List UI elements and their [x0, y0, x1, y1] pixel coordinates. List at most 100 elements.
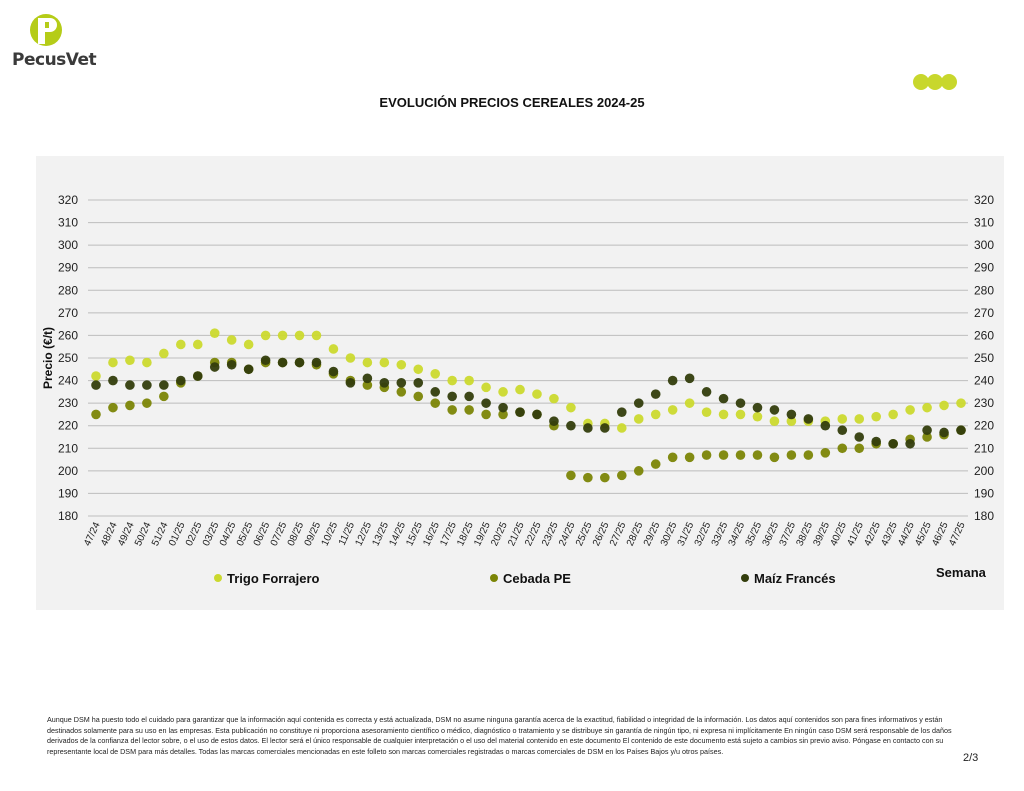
- legend-marker-trigo: [214, 574, 222, 582]
- data-point-cebada: [430, 398, 441, 408]
- data-point-trigo: [447, 375, 457, 386]
- data-point-maiz: [108, 375, 118, 386]
- data-point-maiz: [498, 402, 508, 413]
- data-point-trigo: [379, 357, 390, 368]
- data-point-trigo: [481, 382, 491, 393]
- data-point-maiz: [769, 405, 780, 415]
- y-tick-label-right: 270: [974, 306, 994, 320]
- data-point-cebada: [108, 402, 118, 413]
- data-point-maiz: [633, 398, 644, 408]
- y-tick-label-right: 210: [974, 441, 994, 455]
- data-point-maiz: [684, 373, 695, 384]
- data-point-trigo: [362, 357, 373, 368]
- data-point-maiz: [277, 357, 288, 368]
- y-tick-label-right: 240: [974, 374, 994, 388]
- data-point-trigo: [396, 359, 407, 370]
- data-point-cebada: [447, 405, 457, 415]
- y-tick-label-left: 230: [58, 396, 78, 410]
- data-point-trigo: [633, 414, 644, 424]
- data-point-cebada: [600, 472, 610, 483]
- data-point-cebada: [566, 470, 576, 481]
- data-point-maiz: [701, 387, 712, 397]
- data-point-trigo: [515, 384, 525, 395]
- data-point-trigo: [142, 357, 152, 368]
- y-tick-label-right: 190: [974, 486, 994, 500]
- data-point-maiz: [803, 414, 814, 424]
- data-point-trigo: [176, 339, 186, 350]
- brand-name: PecusVet: [12, 50, 97, 70]
- data-point-trigo: [345, 353, 356, 363]
- data-point-maiz: [837, 425, 848, 436]
- data-point-maiz: [956, 425, 966, 436]
- data-point-trigo: [650, 409, 661, 420]
- data-point-cebada: [854, 443, 865, 454]
- data-point-maiz: [209, 362, 220, 372]
- data-point-trigo: [888, 409, 898, 420]
- data-point-maiz: [667, 375, 678, 386]
- data-point-trigo: [769, 416, 780, 427]
- data-point-trigo: [108, 357, 118, 368]
- data-point-cebada: [769, 452, 780, 463]
- data-point-maiz: [447, 391, 457, 402]
- y-tick-label-left: 250: [58, 351, 78, 365]
- data-point-trigo: [260, 330, 271, 341]
- data-point-maiz: [345, 378, 356, 388]
- data-point-cebada: [413, 391, 424, 402]
- data-point-trigo: [837, 414, 848, 424]
- data-point-trigo: [854, 414, 865, 424]
- data-point-maiz: [379, 378, 390, 388]
- data-point-trigo: [939, 400, 949, 411]
- data-point-cebada: [803, 450, 814, 460]
- data-point-trigo: [786, 416, 797, 427]
- data-point-maiz: [481, 398, 491, 408]
- data-point-maiz: [243, 364, 254, 375]
- chart-panel: [36, 156, 1004, 610]
- data-point-trigo: [735, 409, 746, 420]
- data-point-trigo: [328, 344, 339, 354]
- data-point-maiz: [718, 393, 729, 404]
- y-tick-label-right: 260: [974, 328, 994, 342]
- data-point-maiz: [260, 355, 271, 366]
- data-point-trigo: [701, 407, 712, 417]
- data-point-maiz: [871, 436, 881, 447]
- y-tick-label-right: 280: [974, 283, 994, 297]
- data-point-cebada: [142, 398, 152, 408]
- data-point-cebada: [752, 450, 763, 460]
- x-axis-label: Semana: [936, 565, 987, 580]
- y-tick-label-left: 290: [58, 261, 78, 275]
- data-point-maiz: [854, 432, 865, 442]
- data-point-cebada: [464, 405, 474, 415]
- data-point-cebada: [922, 432, 932, 442]
- data-point-cebada: [633, 466, 644, 476]
- data-point-trigo: [294, 330, 305, 341]
- data-point-cebada: [91, 409, 101, 420]
- decorative-dots-icon: [913, 74, 957, 95]
- data-point-trigo: [311, 330, 322, 341]
- data-point-trigo: [226, 335, 237, 345]
- y-tick-label-left: 280: [58, 283, 78, 297]
- data-point-maiz: [616, 407, 627, 417]
- data-point-trigo: [922, 402, 932, 413]
- data-point-trigo: [125, 355, 135, 366]
- legend-marker-cebada: [490, 574, 498, 582]
- data-point-maiz: [464, 391, 474, 402]
- data-point-trigo: [718, 409, 729, 420]
- data-point-maiz: [600, 423, 610, 433]
- legend-label-cebada: Cebada PE: [503, 571, 571, 586]
- data-point-cebada: [159, 391, 169, 402]
- y-tick-label-left: 220: [58, 419, 78, 433]
- data-point-maiz: [735, 398, 746, 408]
- data-point-cebada: [837, 443, 848, 454]
- data-point-maiz: [820, 420, 831, 431]
- data-point-cebada: [362, 380, 373, 390]
- data-point-trigo: [684, 398, 695, 408]
- legend-marker-maiz: [741, 574, 749, 582]
- data-point-trigo: [91, 371, 101, 381]
- data-point-trigo: [498, 387, 508, 397]
- data-point-maiz: [939, 427, 949, 438]
- data-point-cebada: [820, 448, 831, 458]
- data-point-maiz: [311, 357, 322, 368]
- data-point-cebada: [718, 450, 729, 460]
- y-tick-label-right: 200: [974, 464, 994, 478]
- data-point-cebada: [498, 409, 508, 420]
